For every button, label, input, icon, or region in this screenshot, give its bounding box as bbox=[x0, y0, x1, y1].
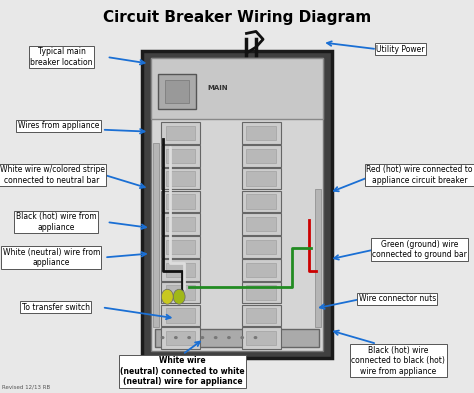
Bar bbox=[151, 58, 323, 119]
Bar bbox=[166, 149, 195, 163]
Bar bbox=[246, 149, 276, 163]
Bar bbox=[166, 171, 195, 186]
Bar bbox=[161, 145, 200, 167]
Bar bbox=[155, 329, 319, 347]
Bar bbox=[242, 191, 281, 212]
Bar bbox=[242, 213, 281, 235]
Bar bbox=[161, 282, 200, 303]
Bar bbox=[246, 217, 276, 231]
Circle shape bbox=[227, 336, 231, 339]
Bar bbox=[246, 171, 276, 186]
Bar bbox=[166, 126, 195, 140]
Circle shape bbox=[187, 336, 191, 339]
Bar bbox=[142, 51, 332, 358]
Bar bbox=[242, 168, 281, 189]
Bar bbox=[161, 236, 200, 258]
Bar bbox=[161, 168, 200, 189]
Ellipse shape bbox=[161, 289, 173, 304]
Text: Black (hot) wire from
appliance: Black (hot) wire from appliance bbox=[16, 212, 96, 232]
Bar bbox=[166, 285, 195, 300]
Circle shape bbox=[240, 336, 244, 339]
Bar bbox=[166, 194, 195, 209]
Bar bbox=[161, 191, 200, 212]
Bar bbox=[165, 80, 189, 103]
Bar bbox=[246, 285, 276, 300]
Bar bbox=[246, 263, 276, 277]
Text: Red (hot) wire connected to
appliance circuit breaker: Red (hot) wire connected to appliance ci… bbox=[366, 165, 473, 185]
Text: Green (ground) wire
connected to ground bar: Green (ground) wire connected to ground … bbox=[372, 240, 467, 259]
Text: White (neutral) wire from
appliance: White (neutral) wire from appliance bbox=[2, 248, 100, 267]
Bar bbox=[242, 236, 281, 258]
Bar bbox=[161, 259, 200, 281]
Text: Black (hot) wire
connected to black (hot)
wire from appliance: Black (hot) wire connected to black (hot… bbox=[351, 346, 445, 376]
Circle shape bbox=[161, 336, 164, 339]
Bar bbox=[242, 305, 281, 326]
Bar bbox=[166, 331, 195, 345]
Text: Typical main
breaker location: Typical main breaker location bbox=[30, 47, 93, 67]
Bar bbox=[161, 213, 200, 235]
Circle shape bbox=[201, 336, 204, 339]
Bar bbox=[242, 282, 281, 303]
Circle shape bbox=[174, 336, 178, 339]
Bar bbox=[166, 217, 195, 231]
Bar bbox=[151, 58, 323, 351]
Text: Circuit Breaker Wiring Diagram: Circuit Breaker Wiring Diagram bbox=[103, 10, 371, 25]
Text: White wire w/colored stripe
connected to neutral bar: White wire w/colored stripe connected to… bbox=[0, 165, 105, 185]
Bar bbox=[315, 189, 321, 327]
Bar bbox=[158, 74, 196, 109]
Text: To transfer switch: To transfer switch bbox=[22, 303, 90, 312]
Text: White wire
(neutral) connected to white
(neutral) wire for appliance: White wire (neutral) connected to white … bbox=[120, 356, 245, 386]
Bar bbox=[161, 327, 200, 349]
Bar bbox=[242, 327, 281, 349]
Text: Utility Power: Utility Power bbox=[376, 45, 425, 53]
Bar bbox=[161, 122, 200, 144]
Circle shape bbox=[214, 336, 218, 339]
Bar bbox=[246, 194, 276, 209]
Circle shape bbox=[254, 336, 257, 339]
Text: Wire connector nuts: Wire connector nuts bbox=[359, 294, 436, 303]
Bar bbox=[166, 240, 195, 254]
Bar bbox=[246, 331, 276, 345]
Bar bbox=[242, 259, 281, 281]
Bar bbox=[166, 263, 195, 277]
Text: Wires from appliance: Wires from appliance bbox=[18, 121, 99, 130]
Bar bbox=[246, 126, 276, 140]
Bar bbox=[161, 305, 200, 326]
Bar bbox=[242, 122, 281, 144]
Bar bbox=[246, 308, 276, 323]
Bar bbox=[166, 308, 195, 323]
Text: Revised 12/13 RB: Revised 12/13 RB bbox=[2, 385, 51, 390]
Ellipse shape bbox=[173, 289, 185, 304]
Bar bbox=[242, 145, 281, 167]
Text: MAIN: MAIN bbox=[208, 84, 228, 91]
Bar bbox=[246, 240, 276, 254]
Bar bbox=[153, 143, 159, 327]
